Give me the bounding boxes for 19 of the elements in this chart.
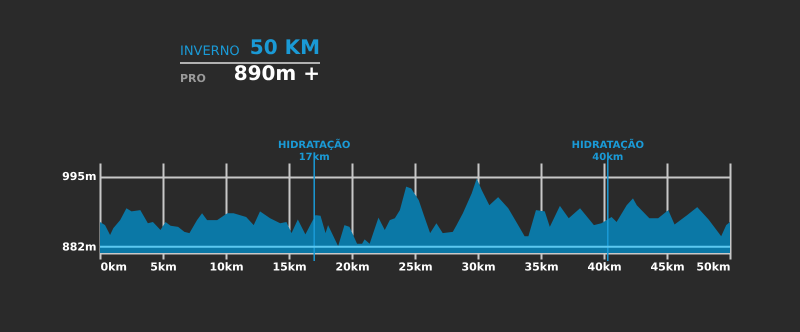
x-tick-label: 35km bbox=[524, 260, 559, 274]
ref-line-label: HIDRATAÇÃO 17km bbox=[278, 138, 350, 163]
x-tick-label: 40km bbox=[587, 260, 622, 274]
x-tick-label: 50km bbox=[696, 260, 730, 274]
x-tick-label: 30km bbox=[461, 260, 496, 274]
text: PRO bbox=[180, 72, 206, 85]
ref-line-label: HIDRATAÇÃO 40km bbox=[572, 138, 644, 163]
x-tick-label: 5km bbox=[150, 260, 177, 274]
x-tick-label: 0km bbox=[100, 260, 127, 274]
text: 890m + bbox=[234, 61, 320, 85]
y-tick-label: 995m bbox=[62, 170, 96, 184]
x-tick-label: 25km bbox=[398, 260, 433, 274]
x-tick-label: 45km bbox=[650, 260, 685, 274]
x-tick-label: 20km bbox=[335, 260, 370, 274]
text: INVERNO bbox=[180, 44, 240, 59]
x-tick-label: 10km bbox=[209, 260, 244, 274]
text: 50 KM bbox=[250, 35, 320, 59]
x-tick-label: 15km bbox=[272, 260, 307, 274]
y-tick-label: 882m bbox=[62, 240, 96, 254]
